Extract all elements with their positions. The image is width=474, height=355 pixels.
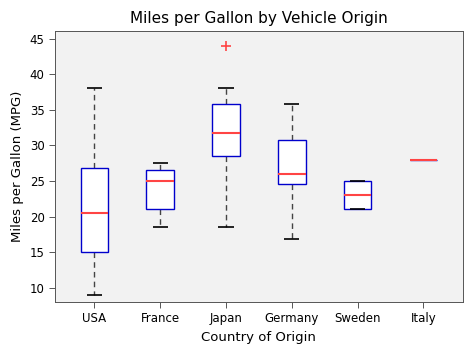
X-axis label: Country of Origin: Country of Origin [201, 331, 316, 344]
Bar [344, 181, 372, 209]
Bar [278, 140, 306, 185]
Bar [81, 168, 108, 252]
Bar [146, 170, 174, 209]
Y-axis label: Miles per Gallon (MPG): Miles per Gallon (MPG) [11, 91, 24, 242]
Title: Miles per Gallon by Vehicle Origin: Miles per Gallon by Vehicle Origin [130, 11, 388, 26]
Bar [212, 104, 240, 156]
